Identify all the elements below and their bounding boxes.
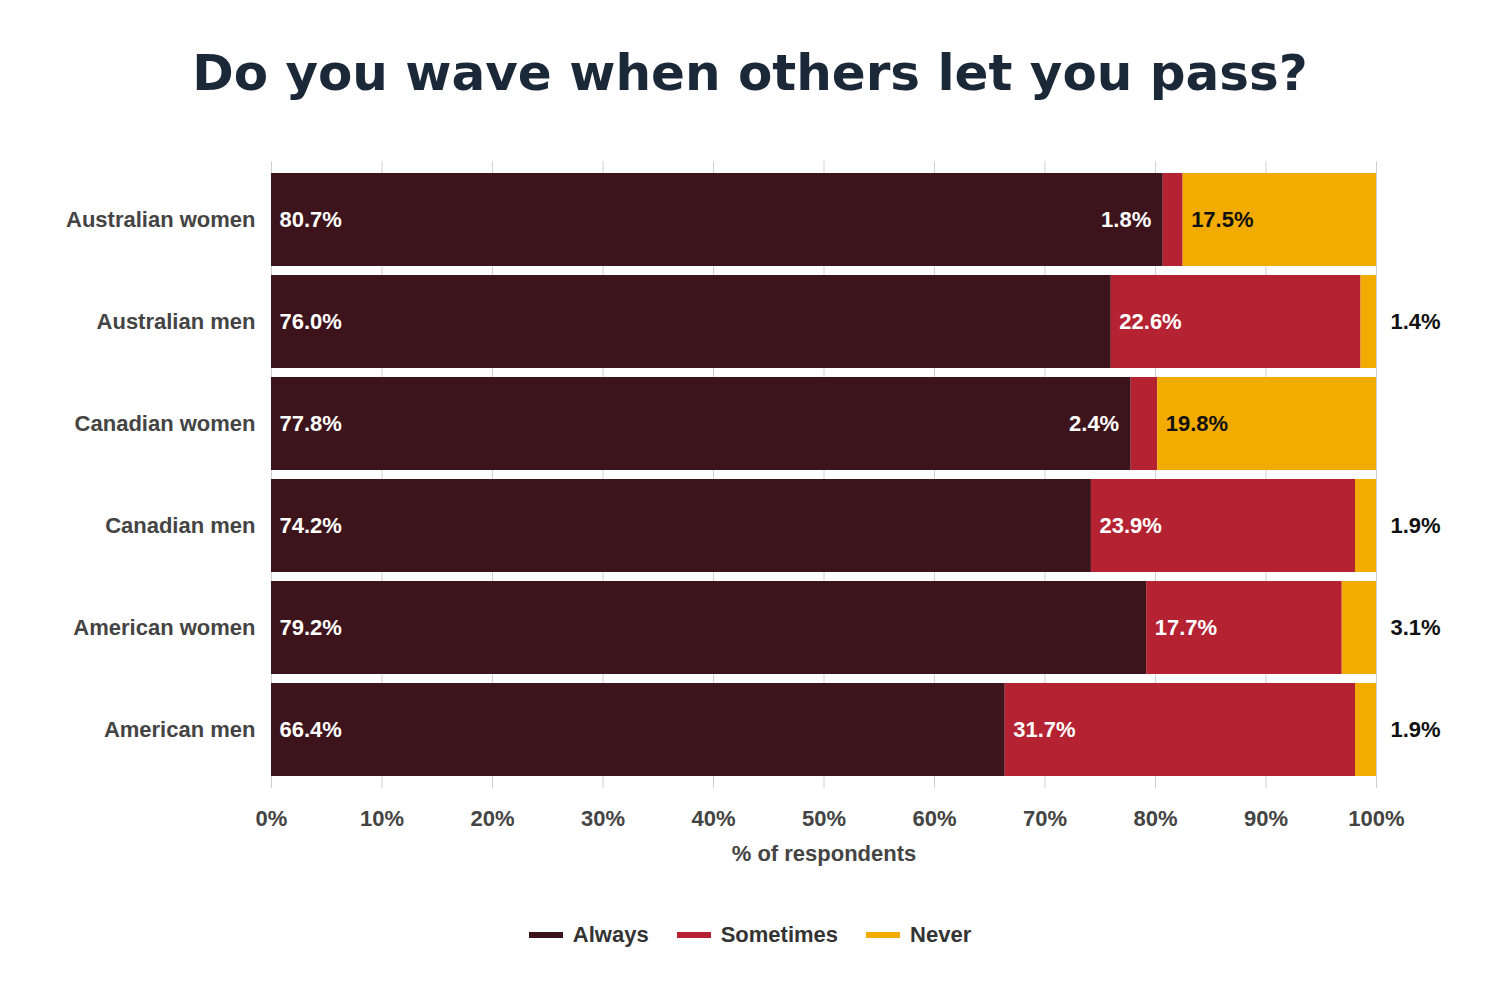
svg-text:31.7%: 31.7% — [1013, 717, 1075, 742]
svg-text:2.4%: 2.4% — [1069, 411, 1119, 436]
svg-text:1.9%: 1.9% — [1391, 717, 1441, 742]
svg-text:50%: 50% — [802, 806, 846, 831]
svg-text:90%: 90% — [1244, 806, 1288, 831]
svg-text:66.4%: 66.4% — [280, 717, 342, 742]
svg-text:17.7%: 17.7% — [1155, 615, 1217, 640]
svg-text:% of respondents: % of respondents — [732, 841, 917, 866]
svg-text:1.8%: 1.8% — [1101, 207, 1151, 232]
svg-text:1.4%: 1.4% — [1391, 309, 1441, 334]
svg-text:23.9%: 23.9% — [1099, 513, 1161, 538]
svg-text:76.0%: 76.0% — [280, 309, 342, 334]
html-text:Do you wave when others let yo: Do you wave when others let you pass? — [192, 44, 1308, 102]
svg-text:40%: 40% — [691, 806, 735, 831]
html-text:Sometimes: Sometimes — [720, 922, 838, 947]
svg-text:3.1%: 3.1% — [1391, 615, 1441, 640]
svg-text:74.2%: 74.2% — [280, 513, 342, 538]
svg-text:1.9%: 1.9% — [1391, 513, 1441, 538]
svg-text:70%: 70% — [1023, 806, 1067, 831]
svg-text:17.5%: 17.5% — [1191, 207, 1253, 232]
svg-text:Canadian women: Canadian women — [75, 411, 256, 436]
svg-text:80%: 80% — [1133, 806, 1177, 831]
svg-text:Canadian men: Canadian men — [105, 513, 255, 538]
svg-text:19.8%: 19.8% — [1166, 411, 1228, 436]
svg-text:Australian women: Australian women — [66, 207, 255, 232]
svg-text:0%: 0% — [256, 806, 288, 831]
svg-text:10%: 10% — [360, 806, 404, 831]
svg-text:30%: 30% — [581, 806, 625, 831]
svg-text:60%: 60% — [912, 806, 956, 831]
svg-text:American men: American men — [104, 717, 256, 742]
svg-text:22.6%: 22.6% — [1119, 309, 1181, 334]
svg-text:80.7%: 80.7% — [280, 207, 342, 232]
svg-text:American women: American women — [73, 615, 255, 640]
html-text:Never: Never — [910, 922, 972, 947]
svg-text:Australian men: Australian men — [97, 309, 256, 334]
svg-text:100%: 100% — [1348, 806, 1404, 831]
svg-text:20%: 20% — [470, 806, 514, 831]
svg-text:79.2%: 79.2% — [280, 615, 342, 640]
svg-text:77.8%: 77.8% — [280, 411, 342, 436]
html-text:Always: Always — [572, 922, 649, 947]
